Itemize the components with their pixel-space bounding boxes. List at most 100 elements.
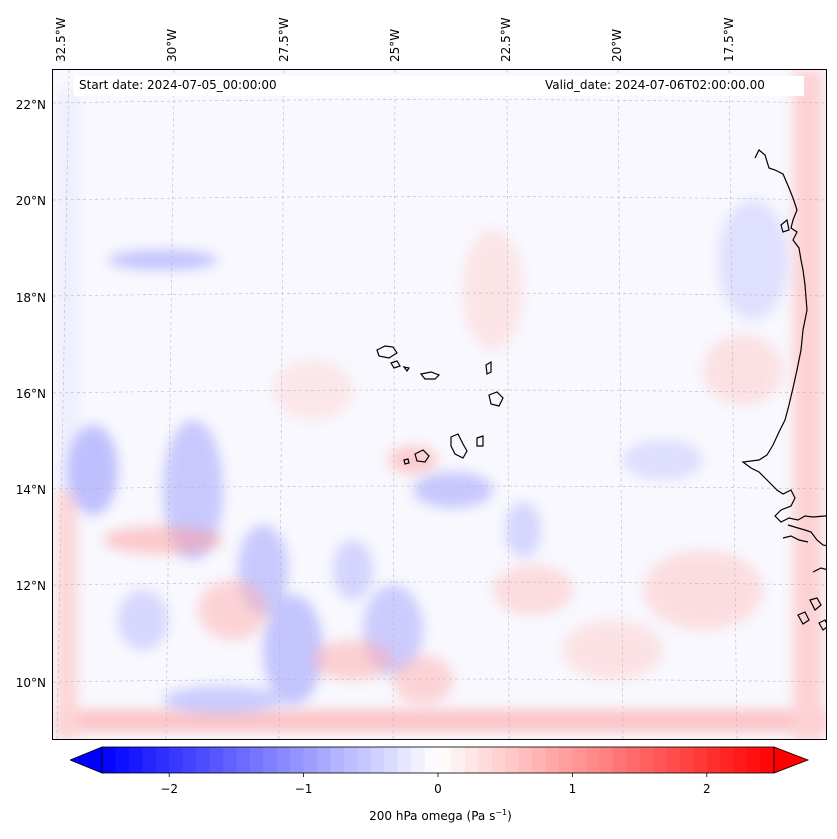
colorbar-cell <box>612 747 627 773</box>
colorbar-cell <box>720 747 735 773</box>
colorbar-cell <box>491 747 506 773</box>
gridline-lon-27-5w <box>278 70 285 739</box>
colorbar <box>70 746 810 777</box>
coastline-bijagos-1 <box>812 567 826 573</box>
colorbar-cell <box>182 747 197 773</box>
colorbar-cell <box>438 747 452 773</box>
field-neg-patch <box>333 540 373 600</box>
lat-label-20n: 20°N <box>15 194 46 208</box>
lat-label-14n: 14°N <box>15 483 46 497</box>
colorbar-cell <box>330 747 345 773</box>
colorbar-cell <box>599 747 614 773</box>
lat-label-18n: 18°N <box>15 291 46 305</box>
colorbar-cell <box>155 747 170 773</box>
field-pos-patch <box>493 565 573 615</box>
colorbar-cell <box>222 747 237 773</box>
colorbar-cell <box>128 747 143 773</box>
field-boundary-west-upper <box>58 90 78 490</box>
colorbar-cell <box>478 747 493 773</box>
colorbar-cell <box>679 747 694 773</box>
colorbar-cell <box>317 747 331 773</box>
field-pos-patch <box>643 550 763 630</box>
gridline-lat-10n <box>53 678 826 683</box>
colorbar-cell <box>572 747 587 773</box>
field-pos-patch <box>563 620 663 680</box>
field-neg-patch <box>163 420 223 560</box>
colorbar-cell <box>585 747 600 773</box>
start-date-label: Start date: 2024-07-05_00:00:00 <box>79 78 277 92</box>
gridline-lon-32-5w <box>56 70 70 739</box>
island-santiago <box>450 433 468 459</box>
colorbar-cell <box>411 747 426 773</box>
gridline-lat-16n <box>53 389 826 394</box>
colorbar-extend-min <box>70 746 103 774</box>
coastline-bijagos-4 <box>818 619 826 631</box>
island-maio <box>476 435 484 447</box>
omega-field <box>53 70 826 739</box>
lon-label-25w: 25°W <box>388 28 402 62</box>
coastline-bijagos-3 <box>797 611 810 625</box>
island-santo-antao <box>376 345 398 359</box>
colorbar-cell <box>653 747 667 773</box>
coastlines <box>376 149 826 631</box>
lon-label-27-5w: 27.5°W <box>277 17 291 62</box>
colorbar-extend-max <box>773 746 810 774</box>
colorbar-cell <box>760 747 775 773</box>
island-sal <box>485 360 492 375</box>
gridline-lon-30w <box>165 70 175 739</box>
field-neg-patch <box>68 425 118 515</box>
colorbar-cell <box>464 747 479 773</box>
gridline-lon-25w <box>392 70 396 739</box>
colorbar-cell <box>639 747 654 773</box>
colorbar-tick-label: −1 <box>294 782 313 796</box>
gridline-lat-18n <box>53 292 826 297</box>
colorbar-cell <box>545 747 560 773</box>
colorbar-cell <box>397 747 412 773</box>
colorbar-cell <box>451 747 466 773</box>
colorbar-cell <box>236 747 251 773</box>
field-pos-patch <box>313 640 393 680</box>
colorbar-cell <box>666 747 681 773</box>
gridline-lon-20w <box>617 70 624 739</box>
colorbar-cell <box>142 747 157 773</box>
field-boundary-west <box>57 490 77 739</box>
field-pos-patch <box>388 446 438 474</box>
colorbar-cell <box>532 747 547 773</box>
omega-field-map <box>53 70 826 739</box>
field-neg-patch <box>718 200 788 320</box>
valid-date-label: Valid_date: 2024-07-06T02:00:00.00 <box>545 78 765 92</box>
colorbar-cell <box>115 747 130 773</box>
gridline-lat-14n <box>53 485 826 490</box>
colorbar-label-end: ) <box>507 809 512 823</box>
colorbar-cell <box>370 747 385 773</box>
colorbar-cell <box>706 747 721 773</box>
colorbar-cell <box>518 747 533 773</box>
colorbar-cell <box>693 747 708 773</box>
colorbar-label-exponent: −1 <box>495 808 508 817</box>
colorbar-cell <box>558 747 573 773</box>
island-fogo <box>414 449 430 463</box>
island-santa-luzia <box>402 366 410 373</box>
lat-label-12n: 12°N <box>15 579 46 593</box>
map-panel <box>52 69 827 740</box>
field-neg-patch <box>118 590 168 650</box>
colorbar-cell <box>303 747 318 773</box>
island-sao-vicente <box>390 360 401 369</box>
island-brava <box>403 458 410 465</box>
field-boundary-east <box>793 70 823 739</box>
colorbar-tick-label: 2 <box>702 782 711 796</box>
field-neg-patch <box>505 502 541 558</box>
coastline-africa <box>741 149 826 523</box>
lon-label-17-5w: 17.5°W <box>722 17 736 62</box>
lon-label-22-5w: 22.5°W <box>499 17 513 62</box>
colorbar-cell <box>357 747 372 773</box>
colorbar-cell <box>747 747 762 773</box>
lon-label-20w: 20°W <box>610 28 624 62</box>
coastline-gambia <box>782 535 809 543</box>
colorbar-label: 200 hPa omega (Pa s−1) <box>0 808 837 823</box>
lat-label-10n: 10°N <box>15 676 46 690</box>
field-neg-patch <box>623 440 703 480</box>
gridline-lon-22-5w <box>506 70 510 739</box>
lon-label-32-5w: 32.5°W <box>54 17 68 62</box>
colorbar-tick-label: −2 <box>160 782 179 796</box>
